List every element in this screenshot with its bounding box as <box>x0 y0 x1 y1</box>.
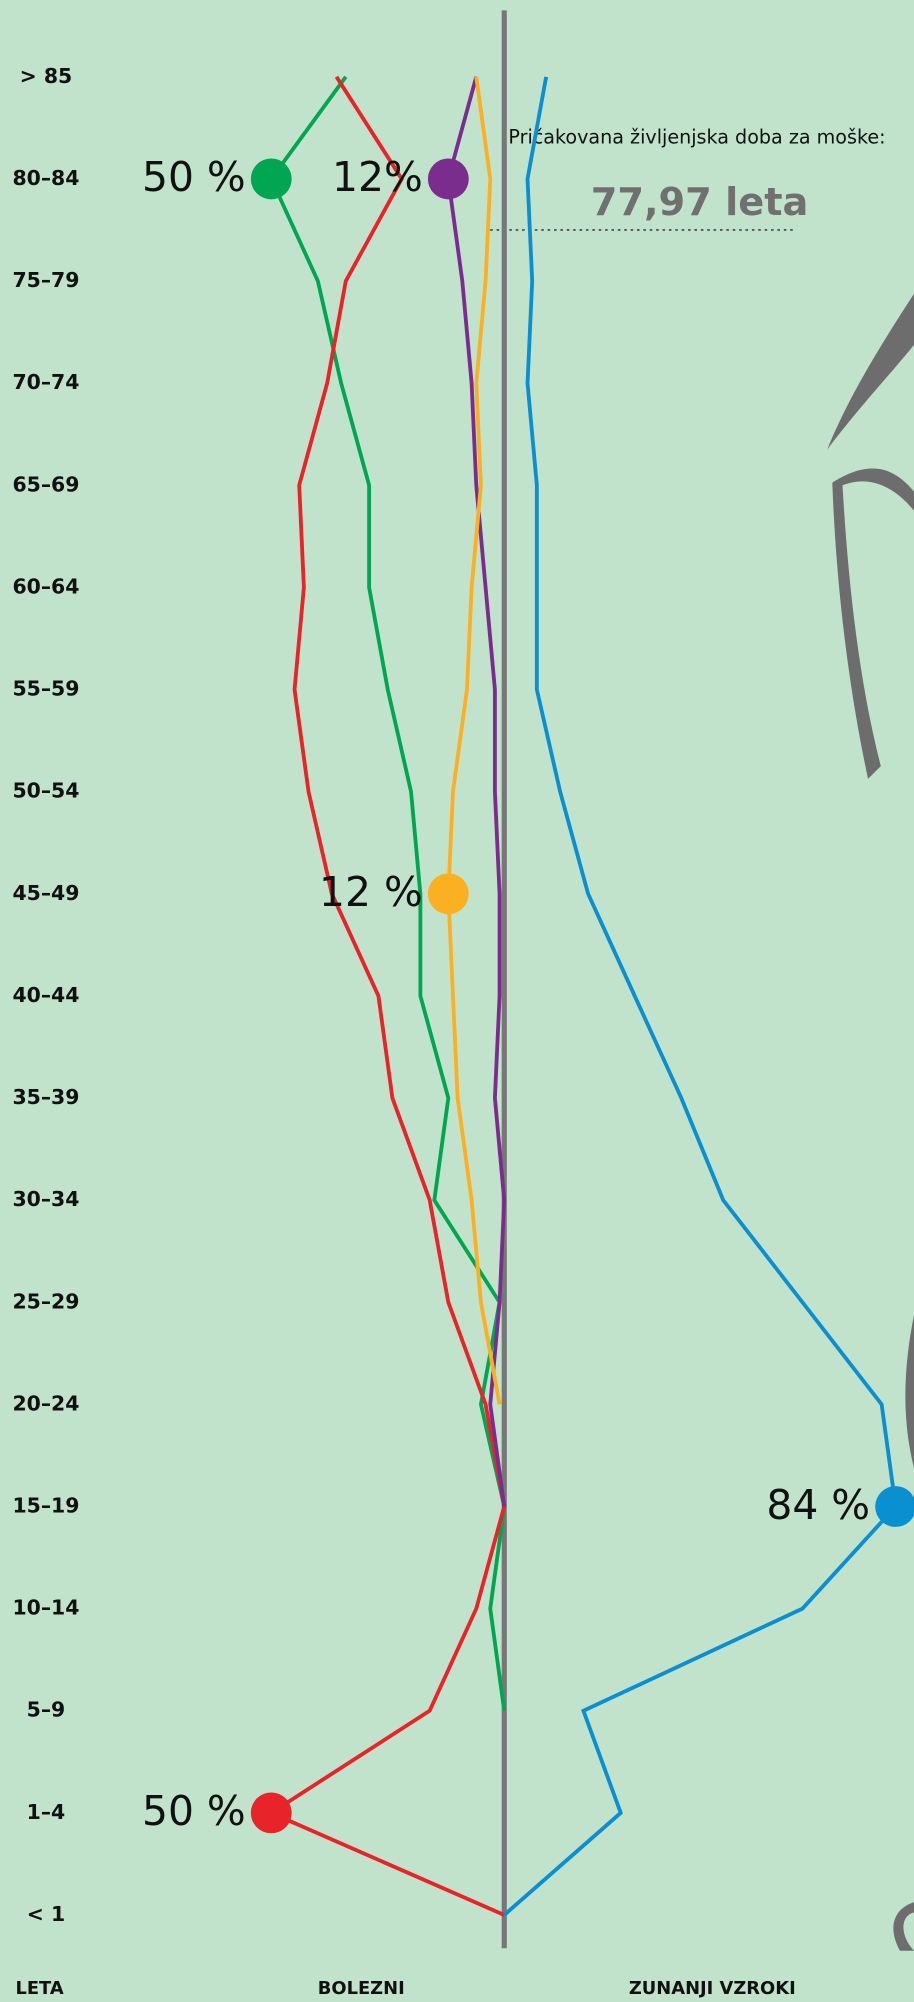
y-tick-label: 50–54 <box>12 779 79 803</box>
series-line <box>446 76 507 1507</box>
silhouette <box>827 293 914 1951</box>
y-tick-label: 80–84 <box>12 166 79 190</box>
y-tick-label: 1–4 <box>27 1800 66 1824</box>
y-tick-label: 35–39 <box>12 1085 79 1109</box>
y-tick-label: 70–74 <box>12 370 79 394</box>
y-tick-label: 30–34 <box>12 1187 79 1211</box>
highlight-dot <box>875 1486 914 1527</box>
y-tick-label: 25–29 <box>12 1289 79 1313</box>
series-line <box>502 76 898 1917</box>
value-label: 12 % <box>319 868 423 916</box>
y-tick-label: 10–14 <box>12 1596 79 1620</box>
y-tick-label: 65–69 <box>12 472 79 496</box>
y-tick-label: 40–44 <box>12 983 79 1007</box>
y-tick-label: 75–79 <box>12 268 79 292</box>
y-tick-label: 20–24 <box>12 1391 79 1415</box>
y-tick-label: 45–49 <box>12 881 79 905</box>
series-line <box>446 76 502 1405</box>
y-tick-label: < 1 <box>27 1902 65 1926</box>
value-label: 50 % <box>142 153 246 201</box>
y-tick-label: 55–59 <box>12 677 79 701</box>
highlight-dot <box>427 158 469 200</box>
series-line <box>267 75 507 1917</box>
axis-label: LETA <box>15 1978 63 1999</box>
y-tick-label: > 85 <box>20 64 73 88</box>
y-tick-label: 5–9 <box>27 1698 66 1722</box>
annotation-text: Pričakovana življenjska doba za moške: <box>508 126 885 149</box>
annotation-value: 77,97 leta <box>591 180 809 225</box>
axis-label: BOLEZNI <box>318 1978 405 1999</box>
axis-label: ZUNANJI VZROKI <box>629 1978 796 1999</box>
highlight-dot <box>250 1792 292 1834</box>
value-label: 84 % <box>766 1481 870 1529</box>
value-label: 12% <box>332 153 423 201</box>
highlight-dot <box>250 158 292 200</box>
y-tick-label: 15–19 <box>12 1494 79 1518</box>
y-tick-label: 60–64 <box>12 574 79 598</box>
value-label: 50 % <box>142 1787 246 1835</box>
highlight-dot <box>427 873 469 915</box>
